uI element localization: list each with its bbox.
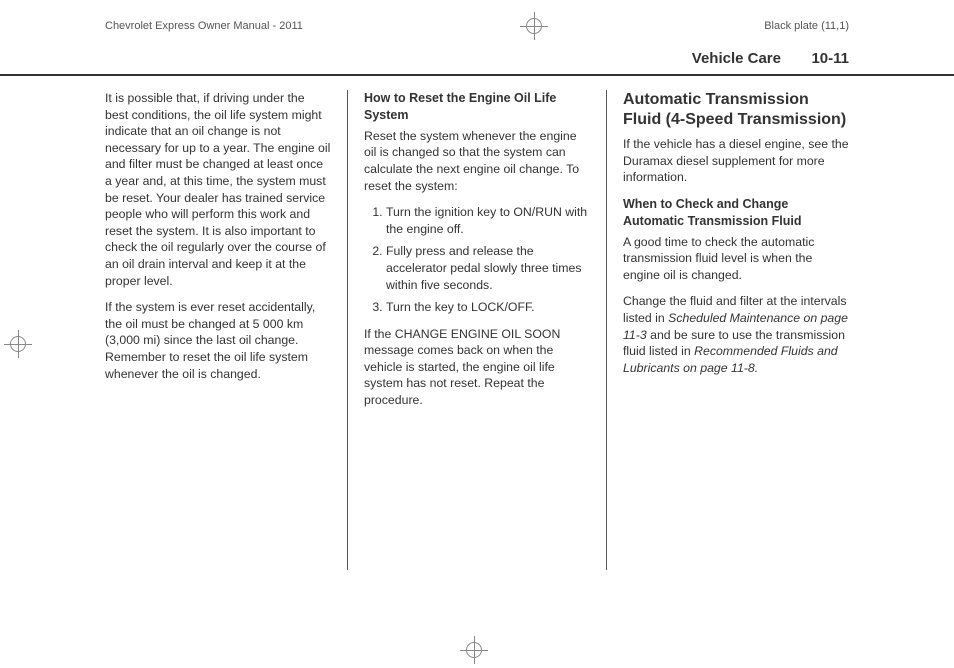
reset-steps: Turn the ignition key to ON/RUN with the… xyxy=(364,204,590,316)
column-divider-1 xyxy=(347,90,348,570)
section-header: Vehicle Care 10-11 xyxy=(0,44,954,76)
col2-subhead: How to Reset the Engine Oil Life System xyxy=(364,90,590,124)
col3-para-2: A good time to check the automatic trans… xyxy=(623,234,849,284)
column-2: How to Reset the Engine Oil Life System … xyxy=(352,90,602,570)
print-header: Chevrolet Express Owner Manual - 2011 Bl… xyxy=(0,0,954,44)
col3-para-3: Change the fluid and filter at the inter… xyxy=(623,293,849,376)
col3-subhead: When to Check and Change Automatic Trans… xyxy=(623,196,849,230)
step-3: Turn the key to LOCK/OFF. xyxy=(386,299,590,316)
section-title: Vehicle Care xyxy=(692,50,781,67)
page-number: 10-11 xyxy=(811,50,849,67)
col2-intro: Reset the system whenever the engine oil… xyxy=(364,128,590,194)
column-divider-2 xyxy=(606,90,607,570)
col3-heading: Automatic Transmission Fluid (4-Speed Tr… xyxy=(623,90,849,130)
col1-para-1: It is possible that, if driving under th… xyxy=(105,90,331,289)
step-1: Turn the ignition key to ON/RUN with the… xyxy=(386,204,590,237)
print-left: Chevrolet Express Owner Manual - 2011 xyxy=(105,20,303,32)
register-mark-top xyxy=(520,12,548,40)
col3-para-1: If the vehicle has a diesel engine, see … xyxy=(623,136,849,186)
col1-para-2: If the system is ever reset accidentally… xyxy=(105,299,331,382)
print-right: Black plate (11,1) xyxy=(764,20,849,32)
register-mark-left xyxy=(4,330,32,358)
col2-outro: If the CHANGE ENGINE OIL SOON message co… xyxy=(364,326,590,409)
register-mark-bottom xyxy=(460,636,488,664)
column-3: Automatic Transmission Fluid (4-Speed Tr… xyxy=(611,90,849,570)
column-1: It is possible that, if driving under th… xyxy=(105,90,343,570)
step-2: Fully press and release the accelerator … xyxy=(386,243,590,293)
content-columns: It is possible that, if driving under th… xyxy=(0,90,954,570)
